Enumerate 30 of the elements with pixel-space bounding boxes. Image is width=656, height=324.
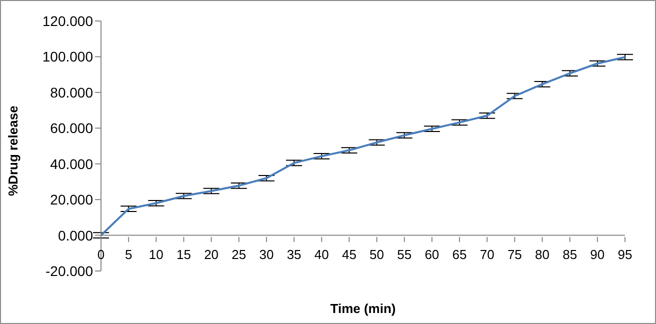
x-tick-label: 60 xyxy=(424,247,440,262)
x-tick-label: 40 xyxy=(314,247,329,262)
y-tick-label: 40.000 xyxy=(50,156,94,172)
x-tick-label: 85 xyxy=(562,247,578,262)
y-axis-title: %Drug release xyxy=(6,106,21,196)
x-tick-label: 80 xyxy=(535,247,550,262)
x-tick-label: 50 xyxy=(370,247,384,262)
x-tick-label: 30 xyxy=(259,247,274,262)
y-tick-label: -20.000 xyxy=(46,262,94,279)
x-tick-label: 90 xyxy=(590,247,605,262)
y-tick-label: 60.000 xyxy=(50,120,94,136)
x-tick-label: 20 xyxy=(204,247,219,262)
x-tick-label: 45 xyxy=(342,247,356,262)
x-tick-label: 55 xyxy=(397,247,412,262)
x-tick-label: 25 xyxy=(232,247,246,262)
x-tick-label: 70 xyxy=(480,247,494,262)
x-tick-label: 35 xyxy=(286,247,302,262)
x-tick-label: 75 xyxy=(507,247,522,262)
x-tick-label: 10 xyxy=(148,247,164,262)
y-tick-label: 100.000 xyxy=(42,48,94,65)
x-tick-label: 0 xyxy=(97,247,105,262)
x-tick-label: 95 xyxy=(618,247,632,262)
x-tick-label: 5 xyxy=(124,247,132,262)
x-tick-label: 65 xyxy=(452,247,467,262)
y-tick-label: 80.000 xyxy=(50,84,94,100)
y-tick-label: 0.000 xyxy=(58,227,94,244)
y-tick-label: 20.000 xyxy=(50,192,94,208)
y-tick-label: 120.000 xyxy=(42,12,94,29)
x-tick-label: 15 xyxy=(176,247,191,262)
x-axis-title: Time (min) xyxy=(330,301,396,316)
